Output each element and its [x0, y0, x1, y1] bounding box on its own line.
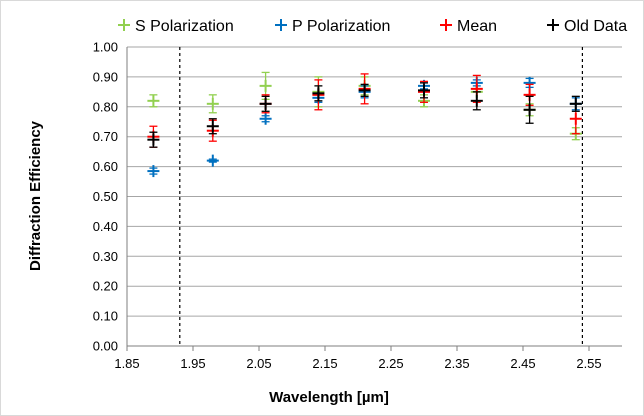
y-axis-title: Diffraction Efficiency [27, 120, 44, 271]
data-point [147, 95, 159, 107]
y-tick-label: 0.50 [93, 189, 118, 204]
data-point [207, 155, 219, 167]
data-point [207, 95, 219, 113]
y-tick-label: 0.30 [93, 249, 118, 264]
data-point [524, 96, 536, 123]
data-point [260, 113, 272, 125]
y-tick-label: 0.60 [93, 159, 118, 174]
x-tick-label: 2.15 [312, 356, 337, 371]
x-tick-label: 2.05 [246, 356, 271, 371]
legend-label: P Polarization [292, 18, 390, 35]
data-layer [147, 72, 581, 177]
x-axis-title: Wavelength [µm] [269, 389, 389, 406]
legend-item: Old Data [547, 18, 627, 35]
x-tick-label: 2.55 [576, 356, 601, 371]
y-tick-label: 0.40 [93, 219, 118, 234]
y-tick-label: 0.70 [93, 129, 118, 144]
data-point [147, 132, 159, 147]
x-tick-label: 2.45 [510, 356, 535, 371]
grid-layer [127, 47, 622, 346]
y-tick-label: 0.10 [93, 309, 118, 324]
x-tick-label: 1.95 [180, 356, 205, 371]
legend-label: Mean [457, 18, 497, 35]
legend-item: Mean [440, 18, 497, 35]
legend-item: S Polarization [118, 18, 234, 35]
y-tick-label: 0.80 [93, 99, 118, 114]
legend-label: S Polarization [135, 18, 234, 35]
y-tick-label: 1.00 [93, 40, 118, 55]
axes: 0.00 0.10 0.20 0.30 0.40 0.50 0.60 0.70 0.80 0.90… [93, 40, 622, 372]
y-tick-label: 0.90 [93, 69, 118, 84]
x-tick-label: 2.35 [444, 356, 469, 371]
x-tick-label: 1.85 [114, 356, 139, 371]
legend-item: P Polarization [275, 18, 390, 35]
legend: S Polarization P Polarization Mean Old Data [118, 18, 627, 35]
y-tick-label: 0.20 [93, 279, 118, 294]
data-point [260, 96, 272, 111]
x-tick-label: 2.25 [378, 356, 403, 371]
data-point [570, 96, 582, 111]
y-tick-label: 0.00 [93, 339, 118, 354]
legend-label: Old Data [564, 18, 627, 35]
